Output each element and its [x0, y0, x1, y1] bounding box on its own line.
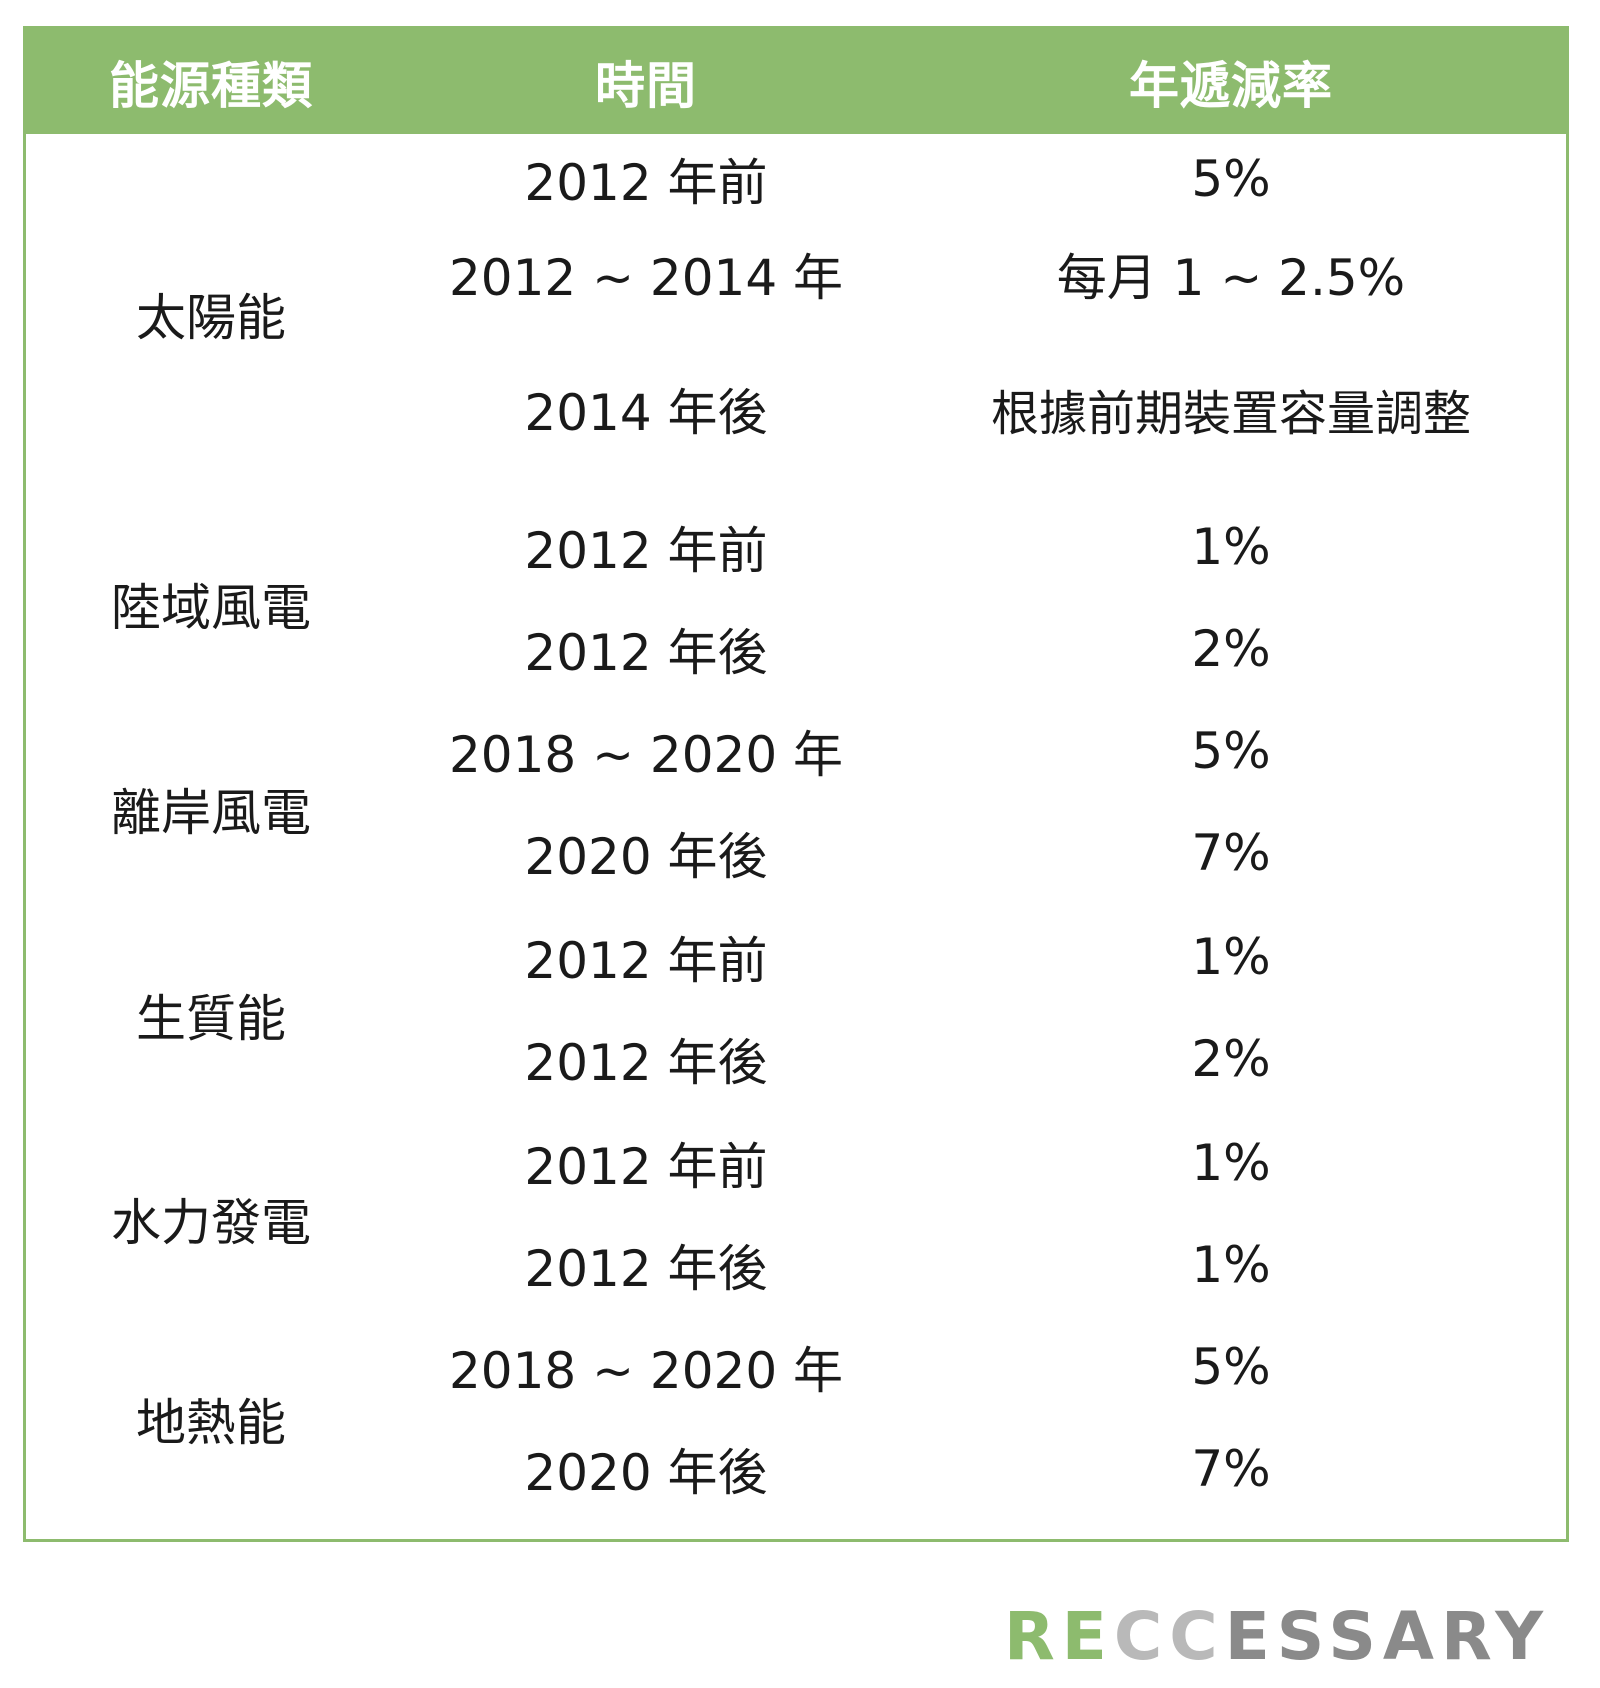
time-cell: 2012 ~ 2014 年 [448, 249, 844, 307]
time-cell: 2018 ~ 2020 年 [448, 1342, 844, 1400]
time-cell: 2020 年後 [524, 1444, 768, 1502]
logo-part-green: RE [1003, 1598, 1114, 1675]
rate-cell: 5% [1191, 1338, 1271, 1396]
rate-cell: 5% [1191, 722, 1271, 780]
time-cell: 2012 年後 [524, 1240, 768, 1298]
time-cell: 2018 ~ 2020 年 [448, 726, 844, 784]
time-cell: 2012 年前 [524, 154, 768, 212]
time-cell: 2012 年前 [524, 1138, 768, 1196]
energy-type-geothermal: 地熱能 [136, 1394, 286, 1452]
rate-cell: 每月 1 ~ 2.5% [1056, 249, 1406, 307]
rate-cell: 7% [1191, 824, 1271, 882]
table-header: 能源種類 時間 年遞減率 [26, 29, 1566, 134]
rate-cell: 2% [1191, 620, 1271, 678]
reccessary-logo: RE CC ESSARY [1004, 1598, 1550, 1675]
rate-cell: 1% [1191, 1134, 1271, 1192]
header-annual-decrement: 年遞減率 [1129, 56, 1333, 115]
rate-cell: 1% [1191, 518, 1271, 576]
header-time: 時間 [595, 56, 697, 115]
logo-part-gray: ESSARY [1224, 1598, 1550, 1675]
energy-type-onshore-wind: 陸域風電 [111, 579, 311, 637]
logo-part-light-gray: CC [1113, 1598, 1225, 1675]
rate-cell: 1% [1191, 1236, 1271, 1294]
rate-cell: 根據前期裝置容量調整 [990, 386, 1471, 442]
decrement-rate-table: 能源種類 時間 年遞減率 太陽能 2012 年前 5% 2012 ~ 2014 … [23, 26, 1569, 1542]
time-cell: 2012 年後 [524, 1034, 768, 1092]
header-energy-type: 能源種類 [109, 56, 313, 115]
rate-cell: 5% [1191, 150, 1271, 208]
energy-type-biomass: 生質能 [136, 990, 286, 1048]
rate-cell: 2% [1191, 1030, 1271, 1088]
time-cell: 2020 年後 [524, 828, 768, 886]
energy-type-offshore-wind: 離岸風電 [111, 784, 311, 842]
rate-cell: 1% [1191, 928, 1271, 986]
energy-type-solar: 太陽能 [136, 289, 286, 347]
time-cell: 2012 年前 [524, 932, 768, 990]
time-cell: 2014 年後 [524, 384, 768, 442]
time-cell: 2012 年前 [524, 522, 768, 580]
energy-type-hydro: 水力發電 [111, 1194, 311, 1252]
rate-cell: 7% [1191, 1440, 1271, 1498]
time-cell: 2012 年後 [524, 624, 768, 682]
